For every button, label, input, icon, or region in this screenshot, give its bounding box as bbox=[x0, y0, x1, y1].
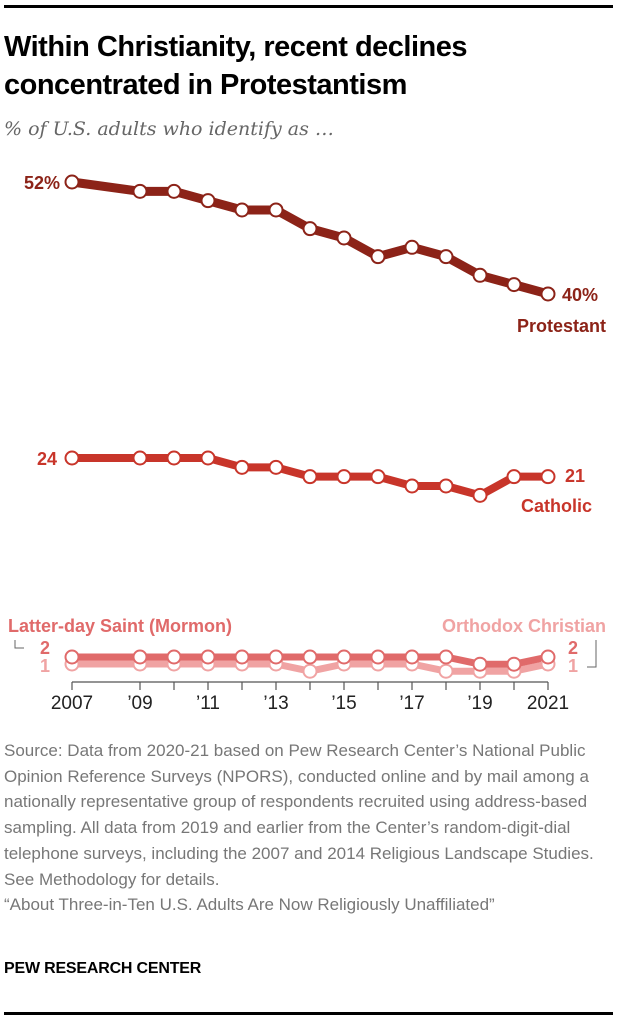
chart-subtitle: % of U.S. adults who identify as … bbox=[4, 118, 334, 140]
data-point bbox=[540, 286, 556, 302]
data-point bbox=[370, 469, 386, 485]
start-value-label: 2 bbox=[40, 638, 50, 658]
data-point bbox=[64, 450, 80, 466]
data-point bbox=[404, 649, 420, 665]
mormon-connector bbox=[14, 640, 24, 649]
data-point bbox=[336, 469, 352, 485]
end-value-label: 2 bbox=[568, 638, 578, 658]
data-point bbox=[370, 649, 386, 665]
data-point bbox=[268, 649, 284, 665]
data-point bbox=[234, 459, 250, 475]
data-point bbox=[506, 656, 522, 672]
data-point bbox=[540, 469, 556, 485]
series-label: Catholic bbox=[521, 496, 592, 516]
orthodox-connector bbox=[587, 640, 597, 668]
data-point bbox=[438, 249, 454, 265]
data-point bbox=[472, 267, 488, 283]
start-value-label: 1 bbox=[40, 656, 50, 676]
data-point bbox=[200, 193, 216, 209]
x-tick-label: ’11 bbox=[196, 693, 220, 714]
data-point bbox=[404, 239, 420, 255]
end-value-label: 40% bbox=[562, 285, 598, 305]
data-point bbox=[132, 450, 148, 466]
data-point bbox=[200, 649, 216, 665]
data-point bbox=[268, 202, 284, 218]
series-label: Latter-day Saint (Mormon) bbox=[8, 616, 232, 636]
data-point bbox=[234, 649, 250, 665]
x-tick-label: ’13 bbox=[263, 693, 288, 714]
x-tick-label: ’19 bbox=[467, 693, 492, 714]
data-point bbox=[132, 649, 148, 665]
data-point bbox=[166, 649, 182, 665]
series-label: Orthodox Christian bbox=[442, 616, 606, 636]
start-value-label: 52% bbox=[24, 173, 60, 193]
data-point bbox=[64, 649, 80, 665]
data-point bbox=[200, 450, 216, 466]
source-note: Source: Data from 2020-21 based on Pew R… bbox=[4, 738, 614, 918]
line-chart: 2007 ’09 ’11 ’13 ’15 ’17 ’19 2021 52% 40% Protesta… bbox=[8, 173, 606, 714]
data-point bbox=[234, 202, 250, 218]
chart-title: Within Christianity, recent declines con… bbox=[4, 31, 468, 101]
data-point bbox=[370, 249, 386, 265]
data-point bbox=[302, 221, 318, 237]
data-point bbox=[268, 459, 284, 475]
bottom-rule bbox=[4, 1012, 613, 1015]
data-point bbox=[438, 478, 454, 494]
data-point bbox=[302, 649, 318, 665]
data-point bbox=[336, 230, 352, 246]
end-value-label: 1 bbox=[568, 656, 578, 676]
start-value-label: 24 bbox=[37, 449, 57, 469]
data-point bbox=[404, 478, 420, 494]
data-point bbox=[438, 663, 454, 679]
x-tick-label: 2021 bbox=[527, 693, 569, 714]
brand-logo-text: PEW RESEARCH CENTER bbox=[4, 960, 202, 977]
data-point bbox=[506, 469, 522, 485]
data-point bbox=[166, 450, 182, 466]
data-point bbox=[438, 649, 454, 665]
x-tick-label: ’17 bbox=[399, 693, 424, 714]
data-point bbox=[302, 469, 318, 485]
x-tick-label: ’09 bbox=[127, 693, 152, 714]
data-point bbox=[336, 649, 352, 665]
source-text: Source: Data from 2020-21 based on Pew R… bbox=[4, 741, 594, 889]
data-point bbox=[506, 277, 522, 293]
end-value-label: 21 bbox=[565, 466, 585, 486]
top-rule bbox=[4, 5, 613, 8]
data-point bbox=[472, 487, 488, 503]
data-point bbox=[302, 663, 318, 679]
series-label: Protestant bbox=[517, 316, 606, 336]
data-point bbox=[166, 183, 182, 199]
x-tick-label: 2007 bbox=[51, 693, 93, 714]
data-point bbox=[540, 649, 556, 665]
data-point bbox=[132, 183, 148, 199]
report-title: “About Three-in-Ten U.S. Adults Are Now … bbox=[4, 895, 495, 915]
data-point bbox=[64, 174, 80, 190]
data-point bbox=[472, 656, 488, 672]
x-tick-label: ’15 bbox=[331, 693, 356, 714]
